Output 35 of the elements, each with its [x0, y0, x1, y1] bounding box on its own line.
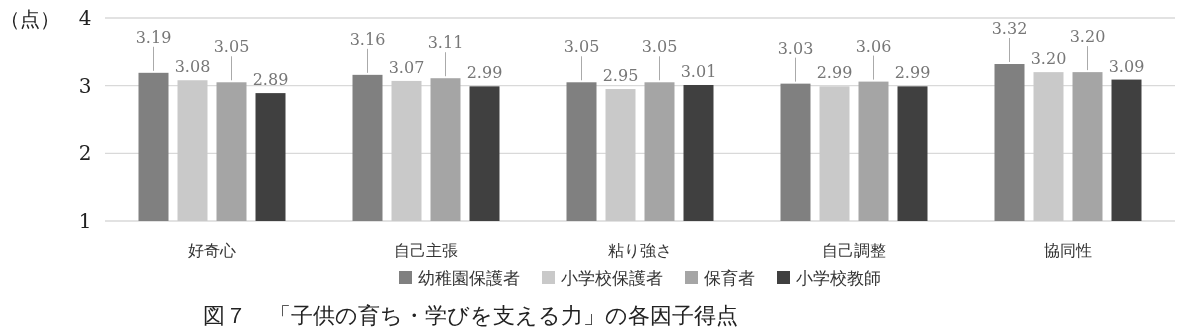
text: 図７ 「子供の育ち・学びを支える力」の各因子得点 — [202, 303, 738, 328]
data-label: 3.05 — [563, 37, 600, 57]
data-label: 3.20 — [1069, 27, 1106, 47]
data-label: 2.89 — [252, 70, 289, 90]
x-tick-label: 自己主張 — [394, 241, 458, 260]
data-label: 3.19 — [135, 27, 172, 47]
y-tick-label: 4 — [78, 6, 92, 30]
data-label: 3.16 — [349, 29, 386, 49]
data-label: 3.11 — [427, 33, 464, 53]
data-label: 3.09 — [1108, 56, 1145, 76]
data-label: 3.32 — [991, 19, 1028, 39]
y-axis-title: （点） — [0, 7, 60, 31]
data-label: 3.07 — [388, 57, 425, 77]
y-tick-label: 3 — [78, 73, 92, 98]
x-tick-label: 好奇心 — [188, 241, 236, 260]
legend-label: 幼稚園保護者 — [418, 268, 520, 288]
data-label: 2.99 — [816, 63, 853, 83]
data-label: 3.05 — [641, 37, 678, 57]
legend-label: 小学校教師 — [796, 268, 881, 288]
data-label: 3.06 — [855, 36, 892, 56]
x-tick-label: 粘り強さ — [608, 241, 672, 260]
data-label: 3.03 — [777, 38, 814, 58]
y-tick-label: 2 — [78, 141, 92, 166]
data-label: 3.20 — [1030, 49, 1067, 69]
data-label: 3.05 — [213, 37, 250, 57]
legend-label: 小学校保護者 — [561, 268, 663, 288]
data-label: 3.01 — [680, 61, 717, 81]
data-label: 2.99 — [466, 63, 503, 83]
data-label: 2.95 — [602, 66, 639, 86]
y-tick-label: 1 — [78, 209, 92, 233]
x-tick-label: 自己調整 — [822, 241, 886, 260]
legend-label: 保育者 — [704, 268, 755, 288]
data-label: 2.99 — [894, 63, 931, 83]
x-tick-label: 協同性 — [1044, 241, 1092, 260]
data-label: 3.08 — [174, 57, 211, 77]
